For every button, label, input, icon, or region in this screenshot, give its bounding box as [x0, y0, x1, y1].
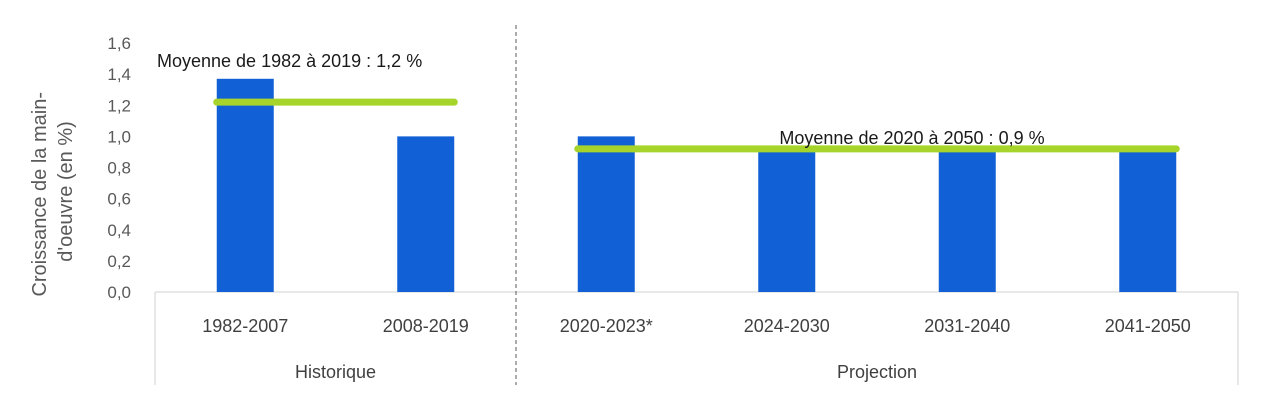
y-tick-label: 1,0 — [107, 127, 131, 146]
category-label: 2031-2040 — [924, 316, 1010, 336]
category-label: 2024-2030 — [744, 316, 830, 336]
y-tick-label: 0,4 — [107, 221, 131, 240]
category-label: 2020-2023* — [560, 316, 653, 336]
y-tick-label: 0,8 — [107, 159, 131, 178]
y-tick-label: 0,0 — [107, 283, 131, 302]
group-label: Historique — [295, 362, 376, 382]
axes — [154, 25, 1239, 385]
category-label: 2008-2019 — [383, 316, 469, 336]
y-tick-label: 1,6 — [107, 34, 131, 53]
y-tick-label: 0,2 — [107, 252, 131, 271]
category-label: 2041-2050 — [1105, 316, 1191, 336]
category-label: 1982-2007 — [202, 316, 288, 336]
y-tick-label: 1,4 — [107, 65, 131, 84]
group-label: Projection — [837, 362, 917, 382]
bar-2024-2030 — [758, 150, 816, 292]
bar-2031-2040 — [938, 150, 996, 292]
y-axis-title-line-2: d'oeuvre (en %) — [55, 121, 77, 262]
y-tick-labels: 0,0 0,2 0,4 0,6 0,8 1,0 1,2 1,4 1,6 — [107, 34, 131, 302]
y-tick-label: 0,6 — [107, 190, 131, 209]
bar-1982-2007 — [216, 78, 274, 292]
y-axis-title-line-1: Croissance de la main- — [29, 92, 51, 297]
bar-2041-2050 — [1119, 151, 1177, 292]
average-lines — [213, 98, 1180, 153]
y-axis-title: Croissance de la main- d'oeuvre (en %) — [29, 86, 77, 296]
group-labels: Historique Projection — [295, 362, 917, 382]
average-label: Moyenne de 1982 à 2019 : 1,2 % — [157, 51, 422, 71]
average-label: Moyenne de 2020 à 2050 : 0,9 % — [779, 128, 1044, 148]
category-labels: 1982-2007 2008-2019 2020-2023* 2024-2030 203… — [202, 316, 1191, 336]
bar-2008-2019 — [397, 136, 455, 292]
y-tick-label: 1,2 — [107, 96, 131, 115]
average-labels: Moyenne de 1982 à 2019 : 1,2 % Moyenne de… — [157, 51, 1045, 148]
bars — [216, 78, 1177, 292]
bar-2020-2023* — [577, 136, 635, 292]
